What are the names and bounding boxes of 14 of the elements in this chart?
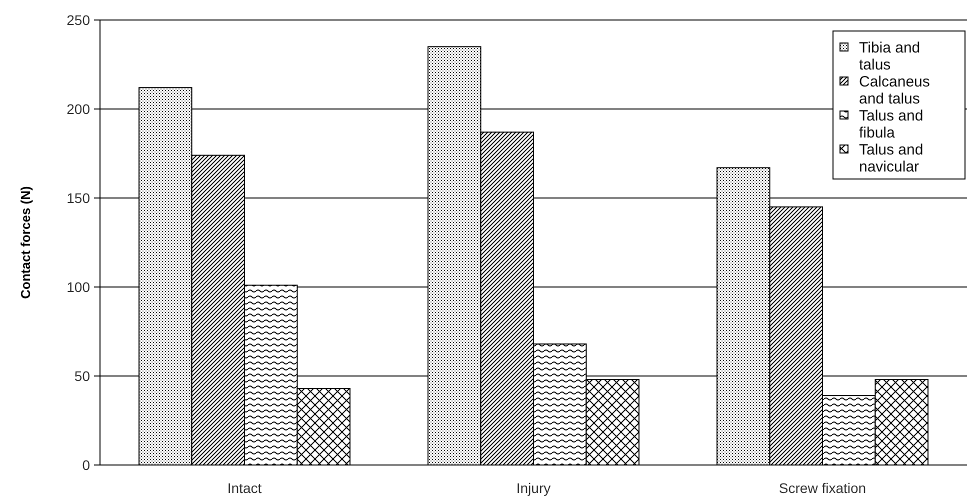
- y-tick-label: 200: [66, 100, 90, 117]
- x-tick-label: Injury: [516, 480, 551, 496]
- y-tick-label: 150: [66, 190, 90, 206]
- legend-label: Calcaneus and talus: [859, 73, 930, 108]
- x-tick-label: Intact: [227, 480, 262, 496]
- x-tick-label: Screw fixation: [778, 480, 866, 496]
- y-tick-label: 50: [74, 368, 90, 384]
- y-tick-label: 100: [66, 278, 90, 295]
- legend-label: Talus and fibula: [859, 107, 924, 142]
- y-tick-label: 250: [66, 12, 90, 28]
- y-axis-title: Contact forces (N): [18, 186, 33, 299]
- legend-label: Tibia and talus: [859, 39, 920, 74]
- legend-label: Talus and navicular: [859, 141, 924, 176]
- y-tick-label: 0: [82, 456, 90, 473]
